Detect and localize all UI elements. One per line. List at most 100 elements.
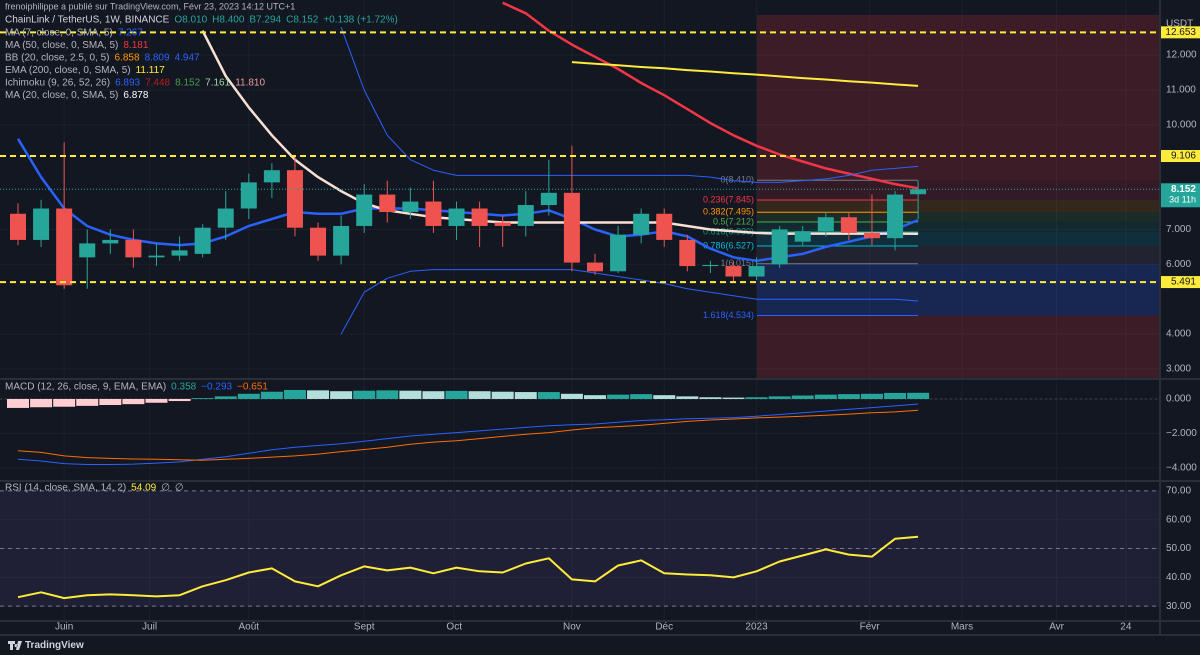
histogram-bar: [584, 395, 607, 399]
candle-body: [125, 239, 142, 258]
histogram-bar: [445, 390, 468, 399]
x-tick-label: Sept: [354, 622, 375, 633]
histogram-bar: [53, 398, 76, 407]
y-tick-label: 30.00: [1166, 601, 1191, 612]
histogram-bar: [768, 396, 791, 399]
candle-body: [863, 232, 880, 239]
histogram-bar: [283, 390, 306, 399]
x-tick-label: Juin: [55, 622, 73, 633]
candle-body: [540, 192, 557, 206]
fib-band: [757, 212, 1160, 223]
x-tick-label: 2023: [745, 622, 768, 633]
rsi-value: 54.09: [131, 483, 156, 494]
indicator-label: Ichimoku (9, 26, 52, 26): [5, 78, 110, 89]
candle-body: [610, 234, 627, 272]
indicator-value: 8.181: [123, 40, 148, 51]
histogram-bar: [168, 398, 191, 402]
fib-label: 1.618(4.534): [703, 310, 754, 320]
candle-body: [517, 205, 534, 226]
quote-value: +0.138 (+1.72%): [323, 15, 398, 26]
histogram-bar: [399, 390, 422, 399]
overlay-text: frenoiphilippe a publié sur TradingView.…: [5, 1, 1200, 651]
candle-body: [79, 243, 96, 258]
price-label: 12.653: [1165, 27, 1196, 38]
macd-value: −0.293: [201, 382, 232, 393]
candle-body: [263, 170, 280, 183]
candle-body: [217, 208, 234, 228]
fib-label: 0.382(7.495): [703, 207, 754, 217]
rsi-line: [17, 535, 919, 600]
last-price-label: 8.152: [1171, 184, 1196, 195]
y-tick-label: 70.00: [1166, 486, 1191, 497]
histogram-bar: [7, 398, 30, 408]
candle-body: [425, 201, 442, 226]
histogram-bar: [630, 394, 653, 399]
fib-band: [757, 231, 1160, 246]
fib-band: [757, 245, 1160, 264]
macd-value: −0.651: [237, 382, 268, 393]
candle-body: [171, 250, 188, 256]
candle-body: [633, 213, 650, 235]
macd-line: [17, 409, 919, 461]
rsi-legend: RSI (14, close, SMA, 14, 2): [5, 483, 126, 494]
x-tick-label: Nov: [563, 622, 581, 633]
candle-body: [587, 262, 604, 272]
candle-body: [379, 194, 396, 213]
quote-value: H8.400: [212, 15, 245, 26]
indicator-value: 6.893: [115, 78, 140, 89]
y-tick-label: 10.000: [1166, 119, 1197, 130]
histogram-bar: [122, 398, 145, 405]
candle-body: [102, 239, 119, 244]
candle-body: [563, 192, 580, 263]
candle-body: [656, 213, 673, 240]
x-tick-label: Juil: [142, 622, 157, 633]
candle-body: [910, 189, 927, 195]
fib-zone-low: [757, 263, 1160, 316]
histogram-bar: [30, 398, 53, 408]
tradingview-logo: [8, 641, 22, 650]
macd-line: [17, 403, 919, 465]
histogram-bar: [237, 393, 260, 399]
candle-body: [310, 227, 327, 256]
histogram-bar: [422, 391, 445, 399]
histogram-bar: [491, 391, 514, 399]
y-tick-label: −2.000: [1166, 428, 1197, 439]
axes: Juin Juil Août Sept Oct Nov Déc 2023 Févr Mars Avr…: [0, 0, 1200, 636]
fib-band: [757, 180, 1160, 200]
fib-label: 0.236(7.845): [703, 194, 754, 204]
histogram-bar: [860, 393, 883, 399]
histogram-bar: [884, 392, 907, 399]
indicator-line: [571, 61, 919, 87]
indicator-value: 11.117: [136, 65, 166, 76]
histogram-bar: [214, 396, 237, 399]
indicator-line: [340, 269, 919, 335]
histogram-bar: [745, 397, 768, 399]
indicator-label: MA (50, close, 0, SMA, 5): [5, 40, 118, 51]
quote-value: O8.010: [174, 15, 207, 26]
rsi-value: ∅: [161, 483, 170, 494]
indicator-value: 6.878: [123, 90, 148, 101]
indicator-value: 6.858: [115, 53, 140, 64]
histogram-bar: [191, 398, 214, 399]
histogram-bar: [560, 393, 583, 399]
candle-body: [10, 213, 27, 240]
histogram-bar: [814, 394, 837, 399]
fib-band: [757, 222, 1160, 232]
price-label-bg: [1161, 26, 1200, 39]
macd-legend: MACD (12, 26, close, 9, EMA, EMA): [5, 382, 166, 393]
histogram-bar: [376, 390, 399, 399]
indicator-value: 7.161: [205, 78, 230, 89]
price-label: 9.106: [1171, 151, 1196, 162]
y-tick-label: 7.000: [1166, 224, 1191, 235]
histogram-bar: [145, 398, 168, 403]
histogram-bar: [76, 398, 99, 406]
fib-label: 0.5(7.212): [713, 216, 754, 226]
indicator-label: MA (20, close, 0, SMA, 5): [5, 90, 118, 101]
histogram-bar: [722, 397, 745, 399]
candle-body: [448, 208, 465, 226]
y-tick-label: −4.000: [1166, 463, 1197, 474]
candle-body: [679, 239, 696, 267]
macd-value: 0.358: [171, 382, 196, 393]
x-tick-label: Oct: [446, 622, 462, 633]
indicator-value: 4.947: [175, 53, 200, 64]
